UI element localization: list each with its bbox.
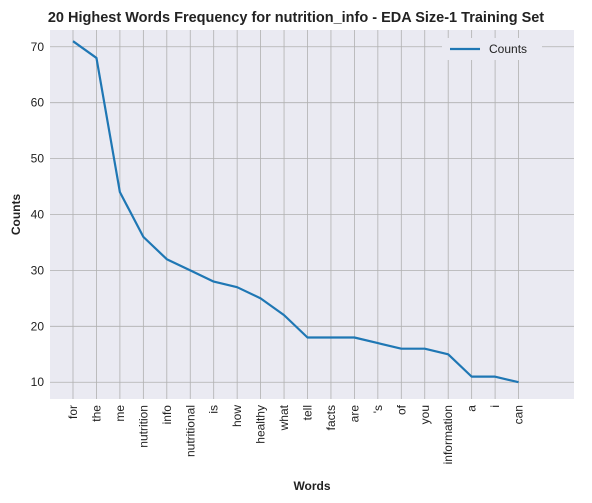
series-line-counts [72,40,519,384]
x-tick-label: are [347,405,361,423]
y-tick-label: 20 [31,319,45,333]
x-tick-label: info [160,405,174,425]
x-tick-label: nutrition [136,405,150,448]
legend-label-counts: Counts [489,42,527,56]
x-tick-label: what [277,404,291,431]
x-tick-label: how [230,405,244,427]
x-axis-label: Words [293,479,330,493]
x-tick-label: 's [371,405,385,413]
x-tick-label: can [512,405,526,424]
y-tick-label: 10 [31,375,45,389]
x-tick-label: facts [324,405,338,430]
y-tick-label: 70 [31,40,45,54]
x-tick-label: me [113,405,127,422]
x-axis-ticks: for the me nutrition info nutritional is how hea… [66,404,526,464]
x-tick-label: a [465,405,479,412]
x-tick-label: healthy [254,405,268,444]
legend: Counts [442,38,542,60]
x-tick-label: you [418,405,432,424]
legend-box [442,38,542,60]
y-tick-label: 60 [31,96,45,110]
series-layer [72,40,519,384]
x-tick-label: nutritional [183,405,197,457]
y-axis-label: Counts [9,194,23,236]
y-axis-ticks: 10 20 30 40 50 60 70 [31,40,45,389]
chart-title: 20 Highest Words Frequency for nutrition… [48,10,544,26]
x-tick-label: of [394,404,408,415]
x-tick-label: the [89,405,103,422]
x-tick-label: i [488,405,502,408]
x-tick-label: is [207,405,221,414]
x-tick-label: for [66,405,80,419]
y-tick-label: 30 [31,263,45,277]
x-tick-label: tell [301,405,315,420]
y-tick-label: 40 [31,208,45,222]
x-tick-label: information [441,405,455,464]
y-tick-label: 50 [31,152,45,166]
